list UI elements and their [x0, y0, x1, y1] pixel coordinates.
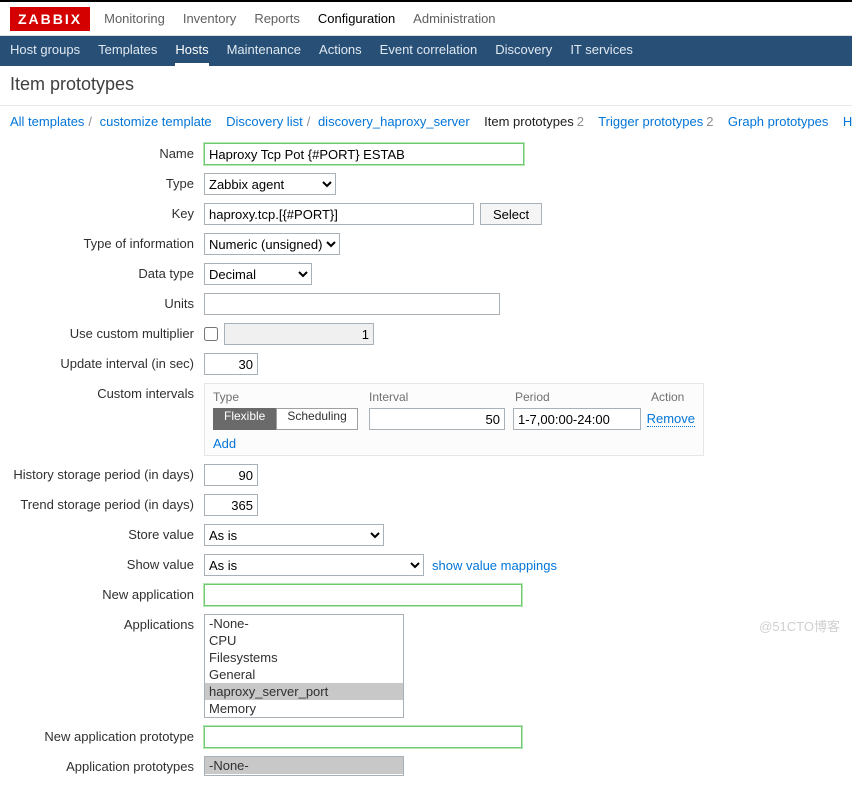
page-title: Item prototypes	[0, 66, 852, 106]
bc-template[interactable]: customize template	[100, 114, 212, 129]
watermark: @51CTO博客	[759, 616, 840, 635]
label-new-application: New application	[10, 584, 204, 602]
label-app-prototypes: Application prototypes	[10, 756, 204, 774]
breadcrumb: All templates/ customize template Discov…	[0, 106, 852, 137]
bc-graph-prototypes[interactable]: Graph prototypes	[728, 114, 828, 129]
label-applications: Applications	[10, 614, 204, 632]
show-value-mappings-link[interactable]: show value mappings	[432, 558, 557, 573]
sub-menu-hosts[interactable]: Hosts	[175, 36, 208, 66]
scheduling-button[interactable]: Scheduling	[276, 408, 357, 430]
main-menu-inventory[interactable]: Inventory	[183, 11, 236, 26]
label-history: History storage period (in days)	[10, 464, 204, 482]
label-multiplier: Use custom multiplier	[10, 323, 204, 341]
add-interval-link[interactable]: Add	[213, 436, 236, 451]
interval-input[interactable]	[369, 408, 505, 430]
label-store-value: Store value	[10, 524, 204, 542]
bc-host-prototypes[interactable]: Host prototypes	[843, 114, 852, 129]
sub-menu-discovery[interactable]: Discovery	[495, 36, 552, 66]
type-select[interactable]: Zabbix agent	[204, 173, 336, 195]
app-prototypes-list[interactable]: -None-	[204, 756, 404, 776]
item-form: Name Type Zabbix agent Key Select Type o…	[0, 137, 852, 790]
name-input[interactable]	[204, 143, 524, 165]
main-menu-reports[interactable]: Reports	[254, 11, 300, 26]
sub-menu: Host groups Templates Hosts Maintenance Acti…	[0, 36, 852, 66]
label-key: Key	[10, 203, 204, 221]
app-option[interactable]: haproxy_server_port	[205, 683, 403, 700]
sub-menu-maintenance[interactable]: Maintenance	[227, 36, 301, 66]
label-units: Units	[10, 293, 204, 311]
col-period: Period	[515, 390, 651, 404]
new-application-input[interactable]	[204, 584, 522, 606]
bc-discovery-rule[interactable]: discovery_haproxy_server	[318, 114, 470, 129]
main-menu-monitoring[interactable]: Monitoring	[104, 11, 165, 26]
type-info-select[interactable]: Numeric (unsigned)	[204, 233, 340, 255]
label-trend: Trend storage period (in days)	[10, 494, 204, 512]
sub-menu-host-groups[interactable]: Host groups	[10, 36, 80, 66]
sub-menu-it-services[interactable]: IT services	[570, 36, 633, 66]
label-show-value: Show value	[10, 554, 204, 572]
applications-list[interactable]: -None-CPUFilesystemsGeneralhaproxy_serve…	[204, 614, 404, 718]
main-menu: ZABBIX Monitoring Inventory Reports Configu…	[0, 2, 852, 36]
period-input[interactable]	[513, 408, 641, 430]
app-option[interactable]: MySQL	[205, 717, 403, 718]
col-type: Type	[213, 390, 369, 404]
app-option[interactable]: General	[205, 666, 403, 683]
label-name: Name	[10, 143, 204, 161]
bc-item-prototypes: Item prototypes	[484, 114, 574, 129]
app-option[interactable]: Memory	[205, 700, 403, 717]
bc-discovery-list[interactable]: Discovery list	[226, 114, 303, 129]
update-interval-input[interactable]	[204, 353, 258, 375]
app-prototype-option[interactable]: -None-	[205, 757, 403, 774]
remove-interval-link[interactable]: Remove	[647, 411, 695, 427]
units-input[interactable]	[204, 293, 500, 315]
store-value-select[interactable]: As is	[204, 524, 384, 546]
new-app-prototype-input[interactable]	[204, 726, 522, 748]
key-input[interactable]	[204, 203, 474, 225]
flexible-button[interactable]: Flexible	[213, 408, 276, 430]
multiplier-checkbox[interactable]	[204, 327, 218, 341]
show-value-select[interactable]: As is	[204, 554, 424, 576]
sub-menu-actions[interactable]: Actions	[319, 36, 362, 66]
app-option[interactable]: Filesystems	[205, 649, 403, 666]
sub-menu-templates[interactable]: Templates	[98, 36, 157, 66]
history-input[interactable]	[204, 464, 258, 486]
col-action: Action	[651, 390, 695, 404]
multiplier-value	[224, 323, 374, 345]
data-type-select[interactable]: Decimal	[204, 263, 312, 285]
custom-intervals-box: Type Interval Period Action Flexible Sch…	[204, 383, 704, 456]
label-new-app-prototype: New application prototype	[10, 726, 204, 744]
bc-all-templates[interactable]: All templates	[10, 114, 84, 129]
sub-menu-event-correlation[interactable]: Event correlation	[380, 36, 478, 66]
app-option[interactable]: CPU	[205, 632, 403, 649]
label-custom-intervals: Custom intervals	[10, 383, 204, 401]
label-data-type: Data type	[10, 263, 204, 281]
logo: ZABBIX	[10, 7, 90, 31]
main-menu-administration[interactable]: Administration	[413, 11, 495, 26]
trend-input[interactable]	[204, 494, 258, 516]
bc-trigger-prototypes[interactable]: Trigger prototypes	[598, 114, 703, 129]
app-option[interactable]: -None-	[205, 615, 403, 632]
col-interval: Interval	[369, 390, 515, 404]
main-menu-configuration[interactable]: Configuration	[318, 11, 395, 26]
label-update-interval: Update interval (in sec)	[10, 353, 204, 371]
label-type-info: Type of information	[10, 233, 204, 251]
key-select-button[interactable]: Select	[480, 203, 542, 225]
label-type: Type	[10, 173, 204, 191]
